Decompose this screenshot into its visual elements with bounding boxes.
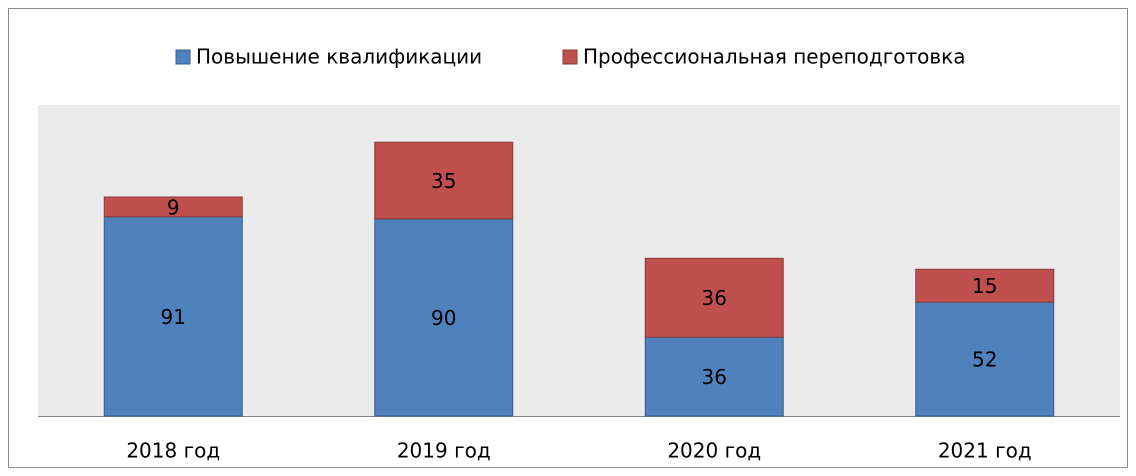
bar-segment bbox=[644, 257, 784, 338]
data-label: 9 bbox=[167, 195, 180, 219]
data-label: 36 bbox=[702, 286, 727, 310]
bar-segment bbox=[374, 141, 514, 220]
x-tick-label: 2020 год bbox=[667, 439, 761, 463]
legend-label: Повышение квалификации bbox=[196, 45, 482, 69]
bar-segment bbox=[103, 216, 243, 417]
bar-segment bbox=[915, 268, 1055, 303]
bar-segment bbox=[915, 301, 1055, 417]
data-label: 15 bbox=[972, 274, 997, 298]
data-label: 91 bbox=[161, 305, 186, 329]
bar-segment bbox=[644, 336, 784, 417]
legend-swatch bbox=[175, 49, 191, 65]
bar-segment bbox=[103, 196, 243, 218]
x-tick-label: 2019 год bbox=[397, 439, 491, 463]
data-label: 52 bbox=[972, 348, 997, 372]
bar-segment bbox=[374, 218, 514, 417]
x-tick-label: 2018 год bbox=[126, 439, 220, 463]
x-tick-label: 2021 год bbox=[938, 439, 1032, 463]
data-label: 35 bbox=[431, 169, 456, 193]
data-label: 90 bbox=[431, 306, 456, 330]
legend-label: Профессиональная переподготовка bbox=[583, 45, 966, 69]
data-label: 36 bbox=[702, 365, 727, 389]
legend-swatch bbox=[562, 49, 578, 65]
